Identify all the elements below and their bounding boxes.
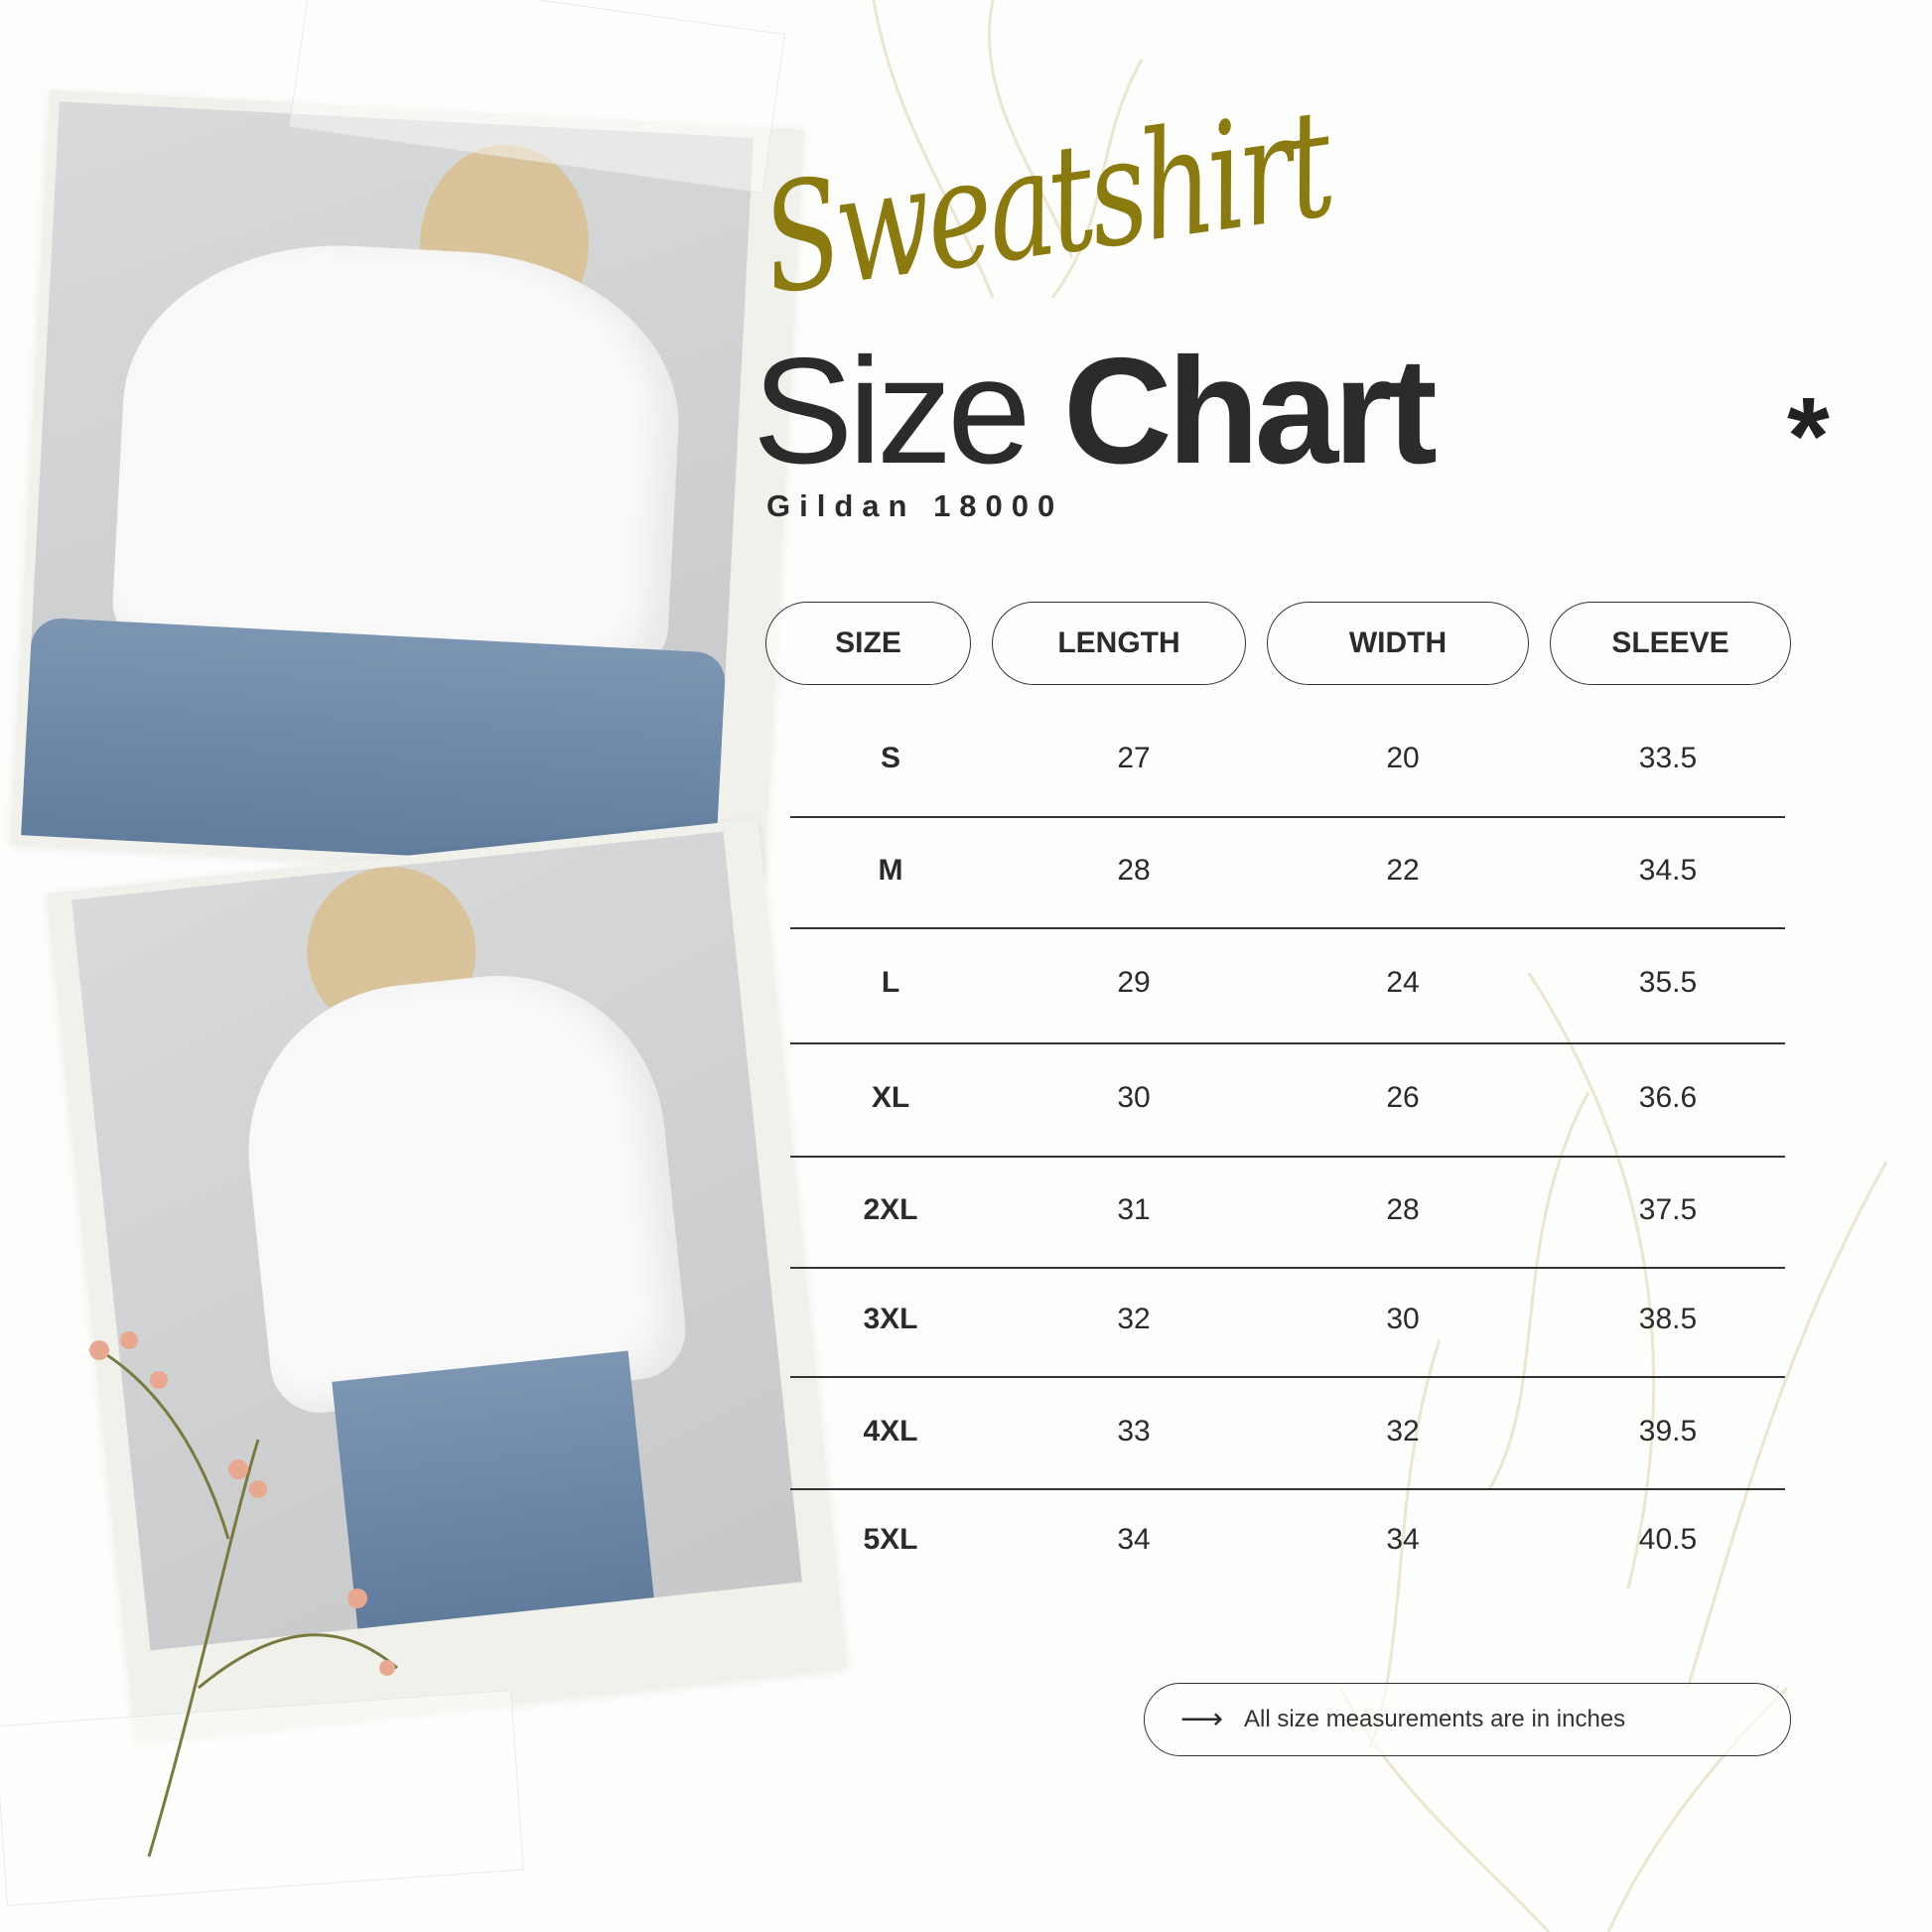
asterisk-icon: * — [1787, 375, 1830, 497]
measurement-note: ⟶ All size measurements are in inches — [1144, 1683, 1791, 1756]
cell-size: M — [878, 854, 903, 887]
row-divider — [790, 816, 1785, 818]
cell-sleeve: 34.5 — [1638, 854, 1698, 887]
product-subtitle: Gildan 18000 — [766, 488, 1064, 523]
cell-size: 2XL — [863, 1193, 918, 1226]
row-divider — [790, 1042, 1785, 1044]
cell-length: 27 — [1117, 742, 1151, 774]
cell-width: 26 — [1386, 1081, 1420, 1114]
cell-width: 20 — [1386, 742, 1420, 774]
cell-length: 31 — [1117, 1193, 1151, 1226]
cell-width: 30 — [1386, 1303, 1420, 1335]
cell-width: 22 — [1386, 854, 1420, 887]
column-header-width: WIDTH — [1267, 602, 1529, 685]
cell-sleeve: 36.6 — [1638, 1081, 1698, 1114]
cell-sleeve: 39.5 — [1638, 1415, 1698, 1448]
arrow-right-icon: ⟶ — [1180, 1703, 1224, 1735]
cell-width: 28 — [1386, 1193, 1420, 1226]
cell-sleeve: 35.5 — [1638, 966, 1698, 999]
cell-width: 32 — [1386, 1415, 1420, 1448]
title-bold: Chart — [1062, 327, 1438, 495]
row-divider — [790, 1267, 1785, 1269]
cell-sleeve: 40.5 — [1638, 1523, 1698, 1556]
measurement-note-text: All size measurements are in inches — [1244, 1706, 1626, 1732]
column-header-sleeve: SLEEVE — [1550, 602, 1791, 685]
row-divider — [790, 1156, 1785, 1158]
row-divider — [790, 1376, 1785, 1378]
title-light: Size — [753, 327, 1032, 495]
cell-length: 34 — [1117, 1523, 1151, 1556]
cell-size: 3XL — [863, 1303, 918, 1335]
cell-length: 30 — [1117, 1081, 1151, 1114]
cell-sleeve: 38.5 — [1638, 1303, 1698, 1335]
cell-size: 4XL — [863, 1415, 918, 1448]
cell-sleeve: 37.5 — [1638, 1193, 1698, 1226]
cell-length: 28 — [1117, 854, 1151, 887]
row-divider — [790, 927, 1785, 929]
cell-width: 24 — [1386, 966, 1420, 999]
column-header-size: SIZE — [765, 602, 971, 685]
cell-size: L — [881, 966, 900, 999]
cell-size: S — [880, 742, 900, 774]
page-title: Size Chart — [753, 336, 1438, 486]
cell-size: XL — [871, 1081, 910, 1114]
cell-length: 32 — [1117, 1303, 1151, 1335]
row-divider — [790, 1488, 1785, 1490]
cell-sleeve: 33.5 — [1638, 742, 1698, 774]
cell-length: 29 — [1117, 966, 1151, 999]
cell-size: 5XL — [863, 1523, 918, 1556]
column-header-length: LENGTH — [992, 602, 1246, 685]
cell-width: 34 — [1386, 1523, 1420, 1556]
cell-length: 33 — [1117, 1415, 1151, 1448]
